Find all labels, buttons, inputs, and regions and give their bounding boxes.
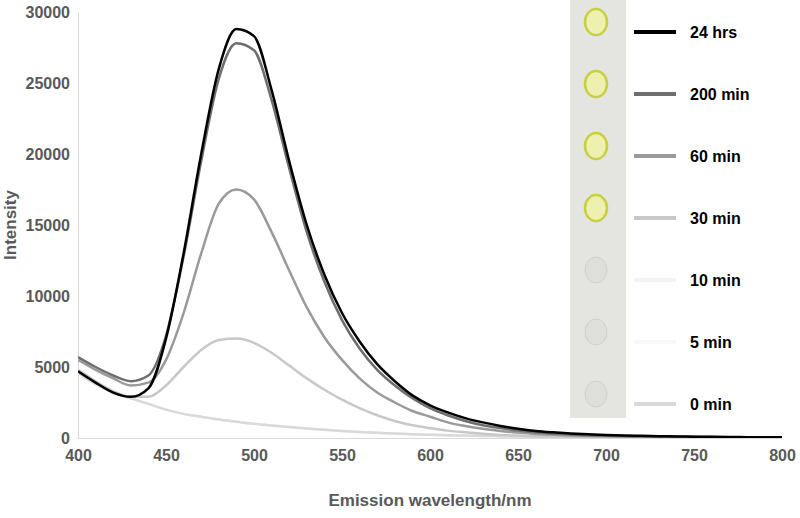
legend-label: 5 min — [690, 334, 732, 351]
x-tick: 600 — [417, 438, 444, 464]
x-tick: 450 — [153, 438, 180, 464]
photo-spot — [585, 319, 607, 345]
x-tick-label: 400 — [65, 447, 92, 464]
legend-swatch — [634, 92, 676, 96]
x-tick-label: 650 — [505, 447, 532, 464]
photo-spot — [585, 71, 607, 97]
x-tick: 750 — [681, 438, 708, 464]
x-tick: 800 — [769, 438, 796, 464]
y-axis-title: Intensity — [1, 190, 20, 260]
y-tick-label: 15000 — [26, 217, 71, 234]
x-tick-label: 700 — [593, 447, 620, 464]
legend-label: 30 min — [690, 210, 741, 227]
photo-background — [570, 0, 626, 418]
legend-swatch — [634, 216, 676, 220]
x-tick: 500 — [241, 438, 268, 464]
photo-spot — [585, 133, 607, 159]
y-tick-label: 30000 — [26, 4, 71, 21]
legend-label: 200 min — [690, 86, 750, 103]
photo-spot — [585, 195, 607, 221]
x-tick-label: 450 — [153, 447, 180, 464]
y-tick: 30000 — [26, 4, 79, 21]
y-tick-label: 20000 — [26, 146, 71, 163]
x-tick-label: 750 — [681, 447, 708, 464]
y-tick: 20000 — [26, 146, 79, 163]
series-line — [78, 339, 782, 438]
legend-swatch — [634, 154, 676, 158]
legend: 24 hrs 200 min 60 min 30 min 10 min 5 min 0 mi… — [634, 24, 750, 413]
y-tick: 25000 — [26, 75, 79, 92]
plot: 400 450 500 550 600 650 700 750 800 0 5000 10000 150… — [26, 4, 796, 465]
y-axis: 0 5000 10000 15000 20000 25000 30000 — [26, 4, 79, 447]
y-tick: 15000 — [26, 217, 79, 234]
legend-swatch — [634, 278, 676, 282]
x-axis-title: Emission wavelength/nm — [328, 491, 531, 510]
x-tick: 650 — [505, 438, 532, 464]
legend-swatch — [634, 340, 676, 344]
x-tick: 700 — [593, 438, 620, 464]
legend-label: 60 min — [690, 148, 741, 165]
x-axis: 400 450 500 550 600 650 700 750 800 — [65, 438, 796, 464]
x-tick-label: 550 — [329, 447, 356, 464]
series-line — [78, 190, 782, 438]
series-line — [78, 29, 782, 437]
photo-spot — [585, 257, 607, 283]
legend-swatch — [634, 30, 676, 34]
lines — [78, 29, 782, 438]
legend-label: 24 hrs — [690, 24, 737, 41]
legend-swatch — [634, 402, 676, 406]
series-line — [78, 43, 782, 437]
x-tick-label: 500 — [241, 447, 268, 464]
y-tick-label: 5000 — [34, 359, 70, 376]
x-tick-label: 800 — [769, 447, 796, 464]
y-tick-label: 25000 — [26, 75, 71, 92]
photo-spot — [585, 381, 607, 407]
y-tick: 10000 — [26, 288, 79, 305]
legend-label: 10 min — [690, 272, 741, 289]
y-tick-label: 0 — [61, 430, 70, 447]
photo-spot — [585, 9, 607, 35]
y-tick: 0 — [61, 430, 78, 447]
y-tick: 5000 — [34, 359, 78, 376]
x-tick: 550 — [329, 438, 356, 464]
y-tick-label: 10000 — [26, 288, 71, 305]
x-axis-line — [79, 438, 783, 439]
x-tick-label: 600 — [417, 447, 444, 464]
chart: 400 450 500 550 600 650 700 750 800 0 5000 10000 150… — [0, 0, 800, 518]
legend-label: 0 min — [690, 396, 732, 413]
photo-inset — [570, 0, 626, 418]
